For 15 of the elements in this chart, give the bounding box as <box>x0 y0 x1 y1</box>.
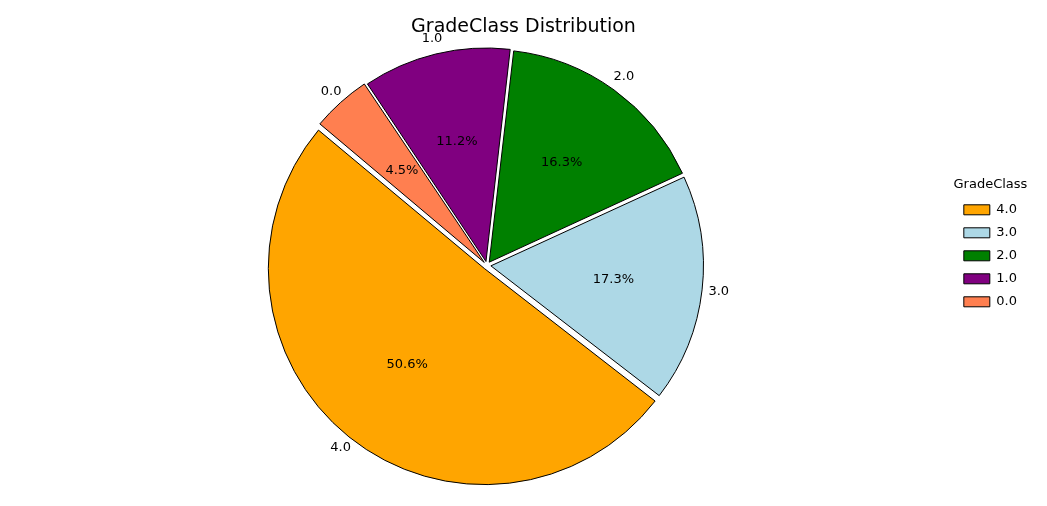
legend-label: 2.0 <box>996 247 1018 263</box>
data-label: 16.3% <box>540 153 583 169</box>
legend-label: 0.0 <box>996 293 1018 309</box>
data-label: 11.2% <box>436 133 478 149</box>
slice-label: 4.0 <box>330 438 351 454</box>
legend-label: 3.0 <box>996 224 1018 240</box>
data-label: 50.6% <box>386 355 428 371</box>
legend-title: GradeClass <box>953 175 1028 191</box>
slice-label: 0.0 <box>320 83 342 99</box>
data-label: 4.5% <box>385 162 419 178</box>
data-label: 17.3% <box>592 271 635 287</box>
legend-label: 4.0 <box>996 201 1018 217</box>
legend-label: 1.0 <box>996 270 1018 286</box>
slice-label: 2.0 <box>613 67 635 83</box>
slice-label: 3.0 <box>708 283 730 299</box>
